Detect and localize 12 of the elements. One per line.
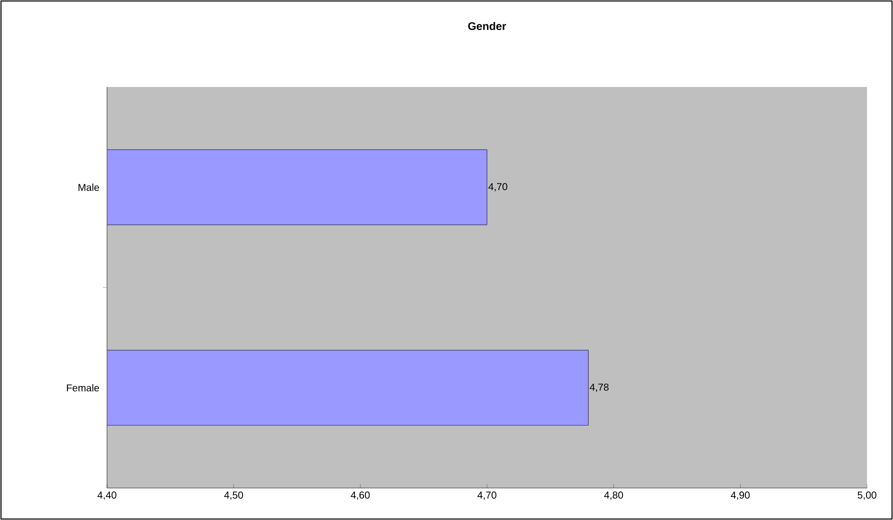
- chart-title: Gender: [468, 22, 506, 30]
- x-tick-label: 4,50: [224, 492, 244, 500]
- x-tick-label: 4,40: [98, 492, 116, 500]
- x-tick-label: 4,90: [730, 492, 750, 500]
- data-label: 4,78: [590, 384, 609, 392]
- data-label: 4,70: [488, 183, 508, 192]
- x-tick-label: 5,00: [858, 492, 876, 500]
- x-tick-label: 4,80: [604, 492, 624, 500]
- x-tick-label: 4,60: [350, 492, 370, 500]
- x-tick-label: 4,70: [478, 492, 496, 500]
- y-tick-label: Female: [66, 384, 100, 392]
- y-tick-label: Male: [78, 184, 100, 191]
